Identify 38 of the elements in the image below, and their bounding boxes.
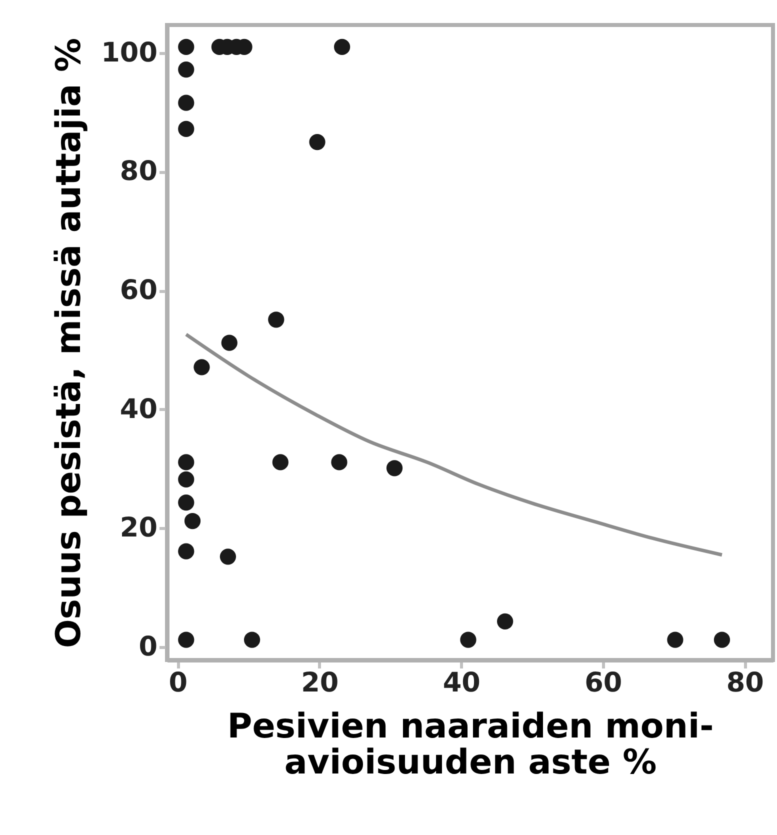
x-tick-label: 0	[168, 668, 188, 698]
point	[386, 460, 403, 476]
y-tick-label: 80	[120, 156, 158, 188]
point	[268, 312, 284, 328]
point	[667, 632, 684, 648]
point	[194, 359, 210, 376]
y-tick-label: 0	[138, 631, 158, 662]
point	[460, 632, 476, 648]
point	[221, 334, 238, 351]
point	[714, 632, 730, 648]
y-tick-label: 40	[120, 394, 158, 425]
y-axis-title: Osuus pesistä, missä auttajia %	[49, 38, 90, 648]
y-tick-label: 100	[101, 37, 158, 68]
x-tick-label: 80	[726, 668, 764, 698]
point	[497, 613, 514, 630]
point	[178, 38, 194, 56]
point	[184, 512, 201, 530]
point	[331, 454, 348, 470]
x-axis-title: Pesivien naaraiden moni- avioisuuden aste %	[227, 706, 714, 782]
point	[178, 62, 194, 78]
line-series	[184, 332, 724, 557]
point	[220, 548, 236, 565]
point	[244, 632, 260, 648]
point	[178, 494, 194, 511]
point	[178, 454, 194, 470]
y-tick-label: 60	[120, 275, 158, 306]
y-tick-label: 20	[120, 512, 158, 544]
point	[334, 38, 350, 56]
point	[178, 543, 194, 560]
x-tick-label: 60	[584, 668, 622, 698]
point	[309, 134, 326, 150]
point	[272, 454, 288, 470]
point	[178, 632, 194, 648]
point	[178, 120, 194, 137]
x-tick-label: 20	[301, 668, 339, 698]
x-tick-label: 40	[442, 668, 480, 698]
point	[178, 94, 194, 111]
point	[178, 471, 194, 488]
